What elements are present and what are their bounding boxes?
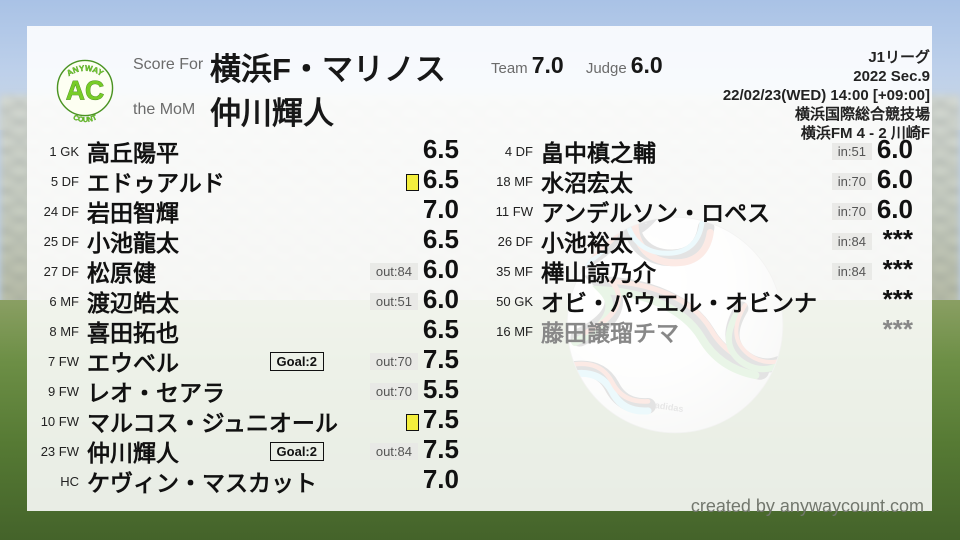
svg-text:AC: AC	[66, 75, 104, 105]
